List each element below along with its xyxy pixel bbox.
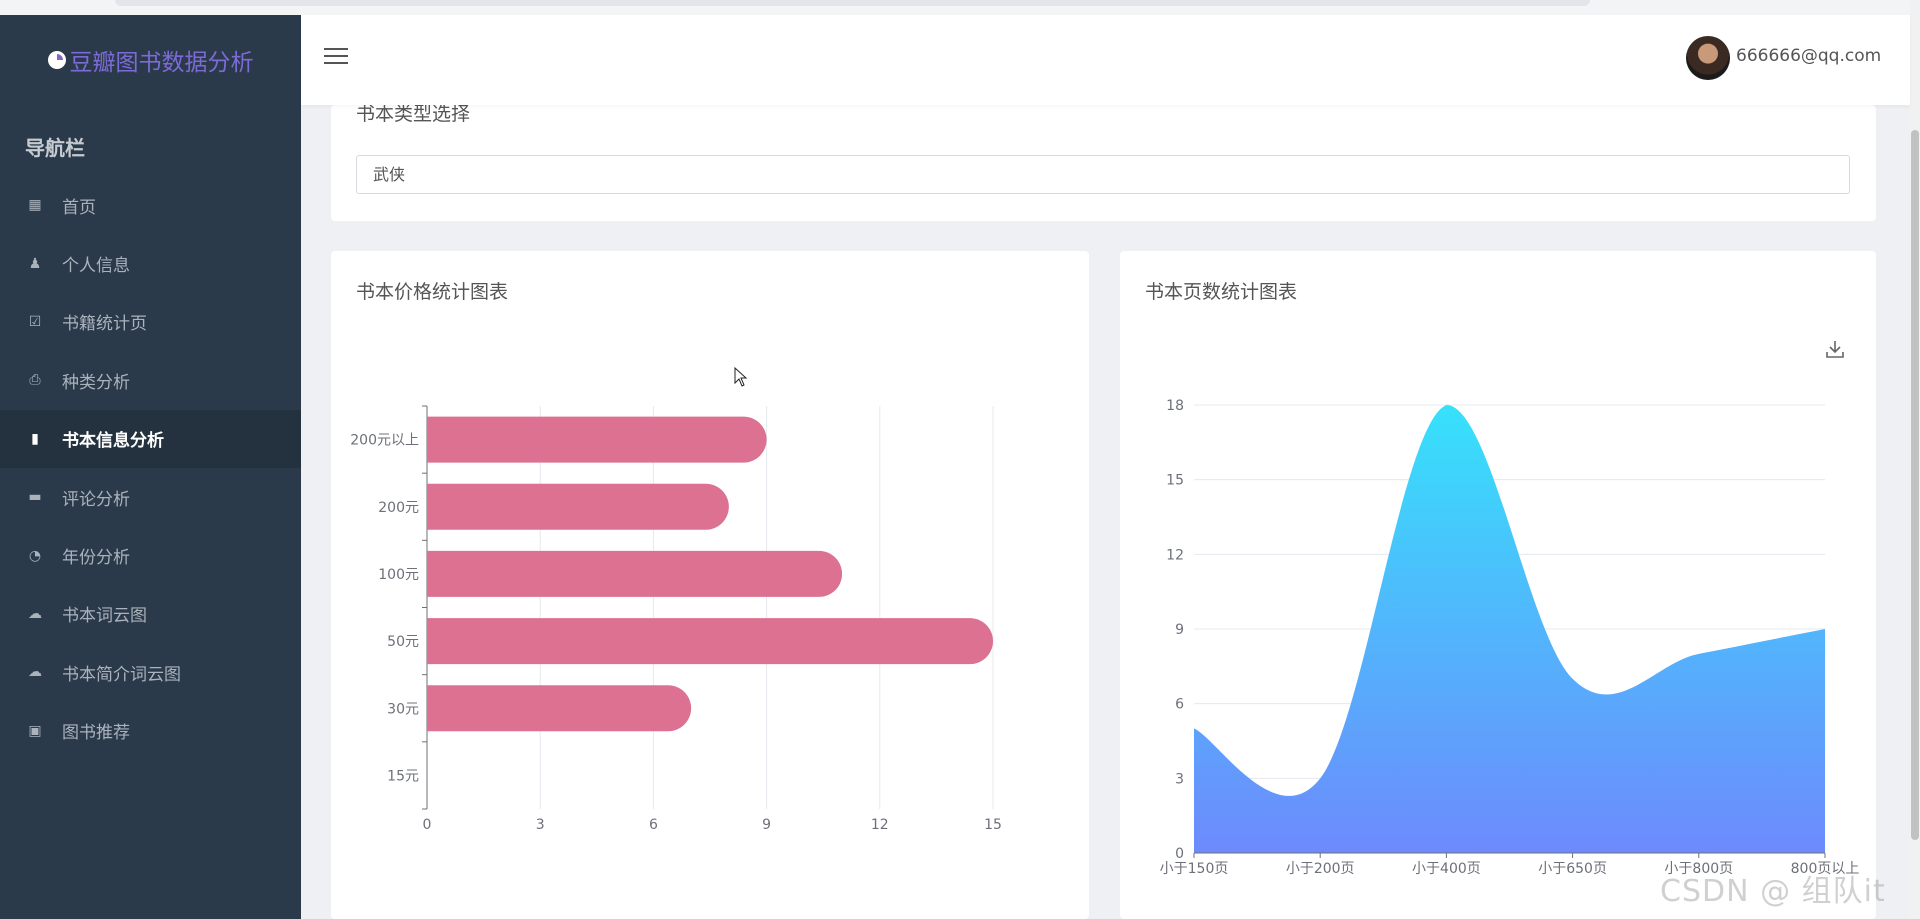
sidebar-item-label: 书本词云图 (62, 606, 147, 627)
sidebar-item-label: 个人信息 (62, 256, 130, 277)
x-tick-label: 800页以上 (1791, 861, 1860, 877)
nav-heading: 导航栏 (25, 136, 85, 160)
book-type-select[interactable]: 武侠 (356, 155, 1850, 194)
sidebar-item-label: 评论分析 (62, 489, 130, 510)
type-select-title: 书本类型选择 (356, 103, 471, 125)
x-tick-label: 6 (649, 817, 658, 833)
x-tick-label: 0 (423, 817, 432, 833)
x-tick-label: 小于800页 (1664, 861, 1733, 877)
cloud-icon: ☁ (28, 605, 42, 622)
sidebar-item[interactable]: ☑ 书籍统计页 (0, 293, 301, 351)
bar[interactable] (427, 416, 767, 463)
y-tick-label: 200元以上 (350, 433, 419, 449)
x-tick-label: 小于650页 (1538, 861, 1607, 877)
avatar[interactable] (1686, 36, 1730, 80)
sidebar-nav: ▦ 首页 ♟ 个人信息 ☑ 书籍统计页 ⎙ 种类分析 ▮ 书本信息分析 ▬ 评论分析 ◔ 年份分析 ☁ 书本词… (0, 176, 301, 760)
sidebar-item[interactable]: ⎙ 种类分析 (0, 351, 301, 409)
sidebar-item-label: 书本简介词云图 (62, 664, 181, 685)
history-icon: ◔ (28, 547, 42, 564)
y-tick-label: 30元 (387, 701, 419, 717)
cloud-download-icon: ☁ (28, 664, 42, 681)
y-tick-label: 12 (1166, 547, 1184, 563)
sidebar-item[interactable]: ▬ 评论分析 (0, 468, 301, 526)
x-tick-label: 小于150页 (1160, 861, 1229, 877)
pie-logo-icon (47, 51, 66, 69)
y-tick-label: 15元 (387, 768, 419, 784)
y-tick-label: 9 (1175, 622, 1184, 638)
star-box-icon: ▣ (28, 722, 42, 739)
y-tick-label: 50元 (387, 634, 419, 650)
page-scrollbar[interactable] (1910, 0, 1920, 919)
y-tick-label: 200元 (378, 500, 419, 516)
area-point (1192, 727, 1196, 731)
book-icon: ▮ (31, 430, 39, 447)
pages-chart-title: 书本页数统计图表 (1145, 281, 1298, 303)
sidebar-item[interactable]: ▣ 图书推荐 (0, 702, 301, 760)
y-tick-label: 3 (1175, 771, 1184, 787)
scrollbar-thumb[interactable] (1911, 130, 1919, 840)
bar[interactable] (427, 685, 692, 732)
browser-address-bar (115, 0, 1590, 6)
price-chart-title: 书本价格统计图表 (356, 281, 509, 303)
calendar-check-icon: ☑ (28, 313, 42, 330)
sidebar-item-label: 年份分析 (62, 548, 130, 569)
mouse-cursor-icon (734, 367, 748, 387)
sidebar-item[interactable]: ♟ 个人信息 (0, 234, 301, 292)
sidebar-item-label: 图书推荐 (62, 723, 130, 744)
printer-icon: ⎙ (29, 372, 41, 389)
pages-area-chart: 0 3 6 9 12 15 18 小于150页 小于200页 小于400页 小于650页 小于800页… (1160, 398, 1860, 877)
sidebar-item[interactable]: ☁ 书本简介词云图 (0, 643, 301, 701)
x-tick-label: 12 (871, 817, 889, 833)
x-tick-label: 3 (536, 817, 545, 833)
sidebar-item[interactable]: ◔ 年份分析 (0, 526, 301, 584)
user-icon: ♟ (28, 255, 42, 272)
area-point (1444, 403, 1448, 407)
sidebar-item[interactable]: ▮ 书本信息分析 (0, 409, 301, 468)
browser-top-strip (0, 0, 1920, 15)
area-point (1697, 652, 1701, 656)
sidebar-item-label: 种类分析 (62, 372, 130, 393)
watermark: CSDN @ 组队it (1660, 874, 1886, 909)
area-point (1823, 627, 1827, 631)
x-tick-label: 小于200页 (1286, 861, 1355, 877)
x-tick-label: 15 (984, 817, 1002, 833)
y-tick-label: 18 (1166, 398, 1184, 414)
price-bar-chart: 15元 30元 50元 100元 200元 200元以上 0 3 6 9 12 15 (350, 405, 1002, 833)
y-tick-label: 15 (1166, 473, 1184, 489)
bar[interactable] (427, 550, 843, 597)
top-header (301, 15, 1910, 105)
sidebar-item-label: 书籍统计页 (62, 314, 147, 335)
x-tick-label: 小于400页 (1412, 861, 1481, 877)
brand[interactable]: 豆瓣图书数据分析 (0, 15, 301, 105)
bar[interactable] (427, 483, 729, 530)
download-icon[interactable] (1824, 338, 1846, 360)
x-tick-label: 9 (762, 817, 771, 833)
sidebar-item-label: 首页 (62, 197, 96, 218)
sidebar-item-label: 书本信息分析 (62, 431, 164, 452)
y-tick-label: 6 (1175, 697, 1184, 713)
dashboard-icon: ▦ (28, 197, 42, 214)
hamburger-icon[interactable] (324, 48, 348, 66)
area-point (1318, 776, 1322, 780)
bar[interactable] (427, 618, 993, 665)
app-title: 豆瓣图书数据分析 (69, 50, 254, 76)
area-series[interactable] (1194, 405, 1825, 853)
sidebar-item[interactable]: ☁ 书本词云图 (0, 585, 301, 643)
area-point (1571, 677, 1575, 681)
y-tick-label: 100元 (378, 567, 419, 583)
y-tick-label: 0 (1175, 846, 1184, 862)
user-email[interactable]: 666666@qq.com (1736, 46, 1882, 66)
sidebar-item[interactable]: ▦ 首页 (0, 176, 301, 234)
comment-icon: ▬ (28, 489, 42, 506)
